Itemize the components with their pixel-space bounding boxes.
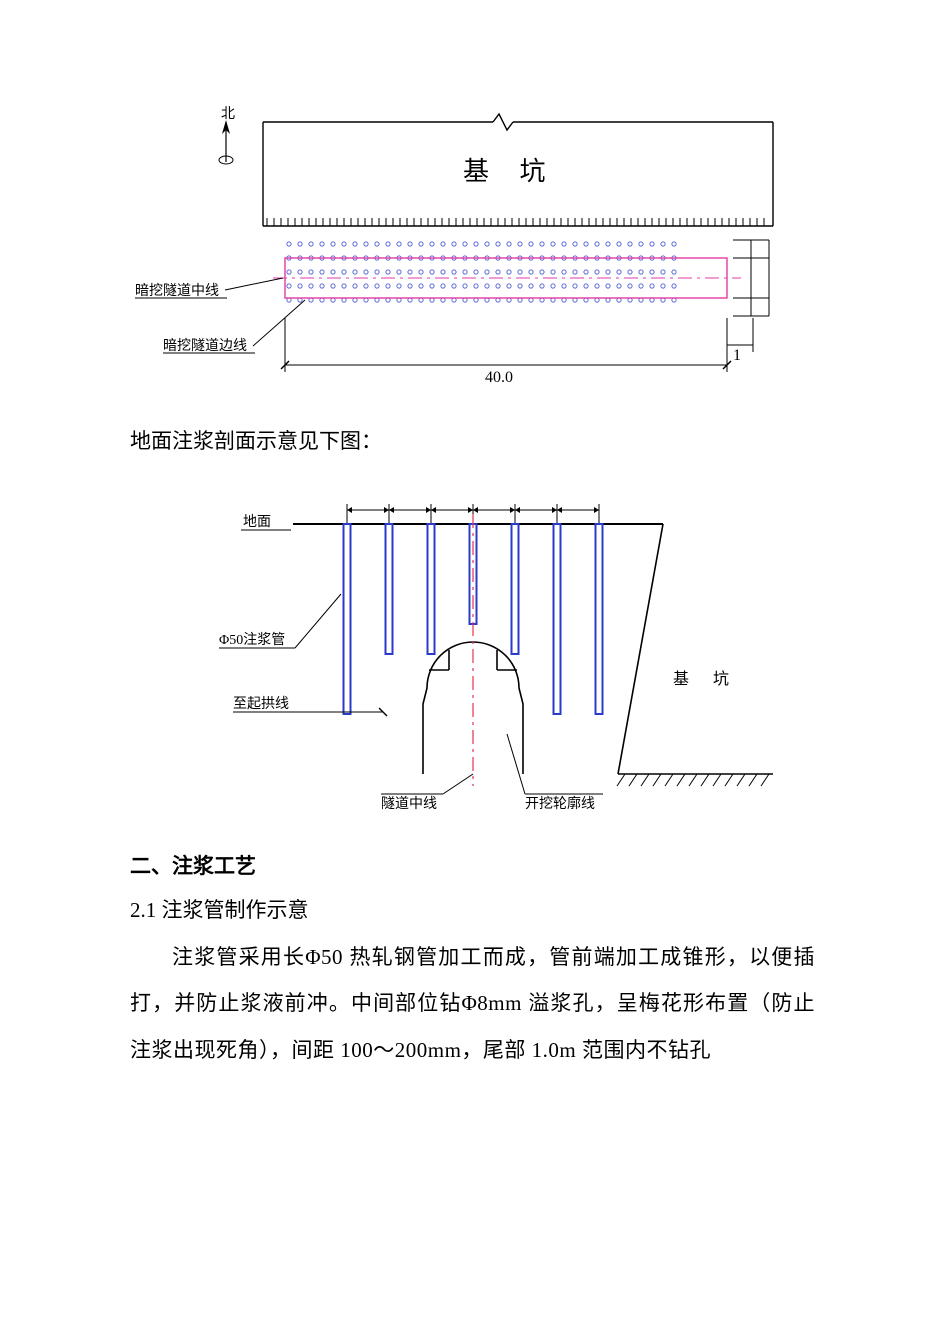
figure-section-view: 地面 基 坑 Φ50注浆管 bbox=[173, 474, 773, 814]
excavation-label: 开挖轮廓线 bbox=[525, 795, 595, 812]
leader-excavation: 开挖轮廓线 bbox=[507, 734, 603, 812]
leader-edgeline: 暗挖隧道边线 bbox=[163, 300, 305, 354]
grout-hole-grid bbox=[286, 242, 675, 302]
pit-slope bbox=[618, 524, 773, 774]
tunnel-edge-label: 暗挖隧道边线 bbox=[163, 338, 247, 354]
leader-tunnel-center: 隧道中线 bbox=[381, 774, 473, 812]
tunnel-center-label: 隧道中线 bbox=[381, 796, 437, 812]
ground-label: 地面 bbox=[243, 514, 271, 530]
ground-hatch bbox=[617, 774, 769, 786]
pit-edge-ticks bbox=[267, 218, 764, 226]
north-arrow-icon: 北 bbox=[219, 106, 235, 164]
section-2-paragraph: 注浆管采用长Φ50 热轧钢管加工而成，管前端加工成锥形，以便插打，并防止浆液前冲… bbox=[130, 934, 815, 1073]
north-label: 北 bbox=[221, 106, 235, 122]
document-page: 北 基 坑 bbox=[0, 0, 945, 1337]
dimension-side: 1 bbox=[727, 318, 753, 364]
leader-centerline: 暗挖隧道中线 bbox=[135, 278, 283, 299]
pit-label: 基 坑 bbox=[673, 670, 739, 688]
section-2-1-heading: 2.1 注浆管制作示意 bbox=[130, 894, 815, 924]
pipe-label: Φ50注浆管 bbox=[219, 632, 285, 648]
dimension-main-value: 40.0 bbox=[485, 369, 513, 386]
leader-arch: 至起拱线 bbox=[233, 696, 387, 716]
figure2-caption: 地面注浆剖面示意见下图： bbox=[130, 418, 815, 464]
arch-label: 至起拱线 bbox=[233, 696, 289, 712]
tunnel-centerline-label: 暗挖隧道中线 bbox=[135, 283, 219, 299]
dimension-side-value: 1 bbox=[733, 347, 741, 364]
pit-title: 基 坑 bbox=[463, 157, 558, 186]
leader-pipe: Φ50注浆管 bbox=[219, 594, 341, 648]
dimension-main: 40.0 bbox=[281, 318, 731, 386]
figure-plan-view: 北 基 坑 bbox=[133, 100, 813, 400]
section-2-heading: 二、注浆工艺 bbox=[130, 850, 815, 880]
